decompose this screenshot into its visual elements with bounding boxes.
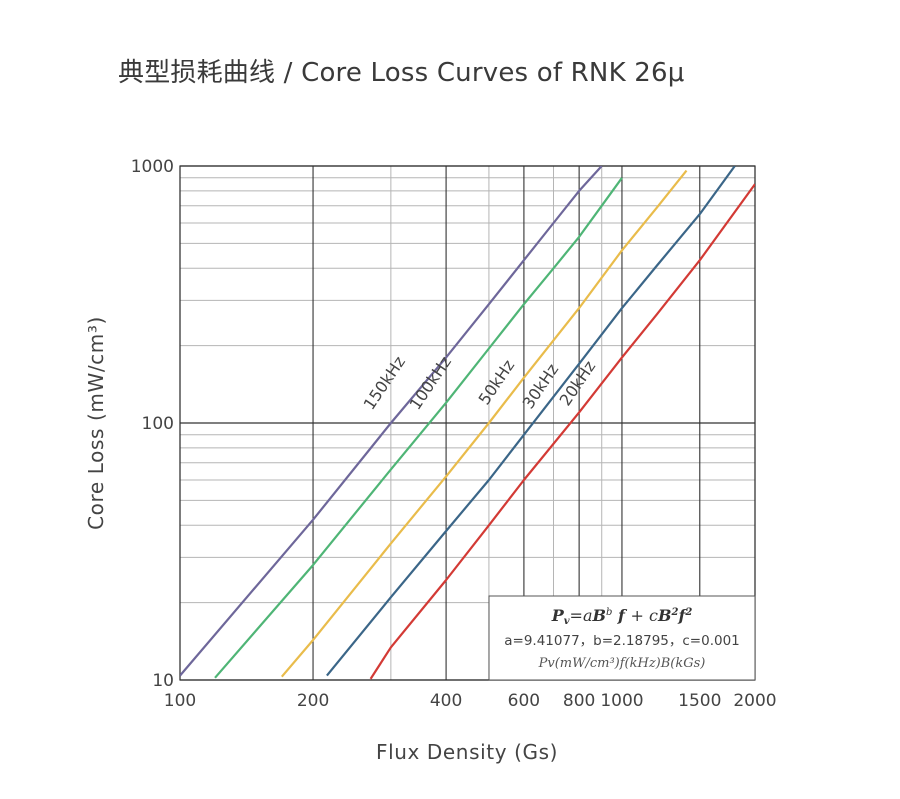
- curve-label-150kHz: 150kHz: [360, 353, 409, 414]
- curve-label-50kHz: 50kHz: [475, 356, 519, 408]
- minor-gridlines: [180, 166, 755, 680]
- formula-units: Pv(mW/cm³)f(kHz)B(kGs): [538, 656, 706, 671]
- y-axis-title: Core Loss (mW/cm³): [84, 316, 108, 530]
- series-line-150kHz: [180, 166, 603, 677]
- series-line-30kHz: [326, 166, 736, 677]
- plot-frame: [179, 165, 756, 681]
- page-title: 典型损耗曲线 / Core Loss Curves of RNK 26μ: [118, 58, 685, 88]
- x-axis-title: Flux Density (Gs): [376, 740, 558, 764]
- formula-main: Pv=aBb f + cB2f2: [551, 606, 693, 627]
- series-line-100kHz: [214, 177, 623, 679]
- x-tick-labels: 100 200 400 600 800 1000 1500 2000: [164, 691, 777, 711]
- x-tick-label: 2000: [733, 691, 776, 711]
- x-tick-label: 800: [563, 691, 595, 711]
- x-tick-label: 1500: [678, 691, 721, 711]
- curve-label-30kHz: 30kHz: [519, 360, 563, 412]
- series-line-50kHz: [280, 169, 688, 678]
- series-layer: [180, 166, 755, 680]
- x-tick-label: 200: [297, 691, 329, 711]
- formula-box: Pv=aBb f + cB2f2 a=9.41077，b=2.18795，c=0…: [488, 595, 756, 681]
- y-tick-label: 10: [152, 671, 174, 691]
- series-line-20kHz: [369, 183, 755, 680]
- y-tick-label: 100: [142, 414, 174, 434]
- x-tick-label: 100: [164, 691, 196, 711]
- curve-label-20kHz: 20kHz: [556, 357, 600, 409]
- x-tick-label: 1000: [600, 691, 643, 711]
- formula-coefficients: a=9.41077，b=2.18795，c=0.001: [504, 633, 740, 649]
- y-tick-label: 1000: [131, 157, 174, 177]
- x-tick-label: 400: [430, 691, 462, 711]
- x-tick-label: 600: [508, 691, 540, 711]
- formula-box-frame: [488, 595, 756, 681]
- curve-label-100kHz: 100kHz: [406, 353, 455, 414]
- y-tick-labels: 10 100 1000: [131, 157, 174, 691]
